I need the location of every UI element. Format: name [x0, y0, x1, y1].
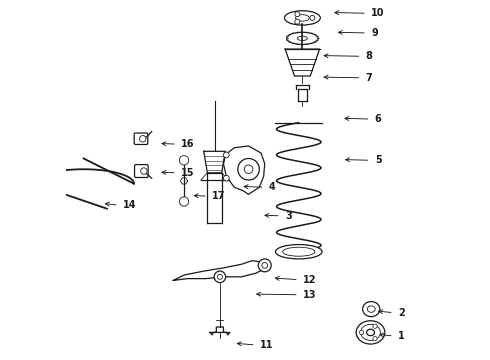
Text: 17: 17: [212, 191, 225, 201]
Text: 3: 3: [285, 211, 292, 221]
Circle shape: [258, 259, 271, 272]
Circle shape: [359, 330, 364, 334]
Ellipse shape: [285, 11, 320, 25]
Ellipse shape: [361, 324, 380, 341]
Circle shape: [218, 274, 222, 279]
Ellipse shape: [287, 32, 318, 44]
Circle shape: [179, 197, 189, 206]
Text: 5: 5: [375, 155, 382, 165]
Circle shape: [214, 271, 225, 283]
Text: 13: 13: [303, 290, 317, 300]
Circle shape: [179, 156, 189, 165]
Text: 8: 8: [366, 51, 373, 61]
Ellipse shape: [368, 306, 375, 312]
Circle shape: [310, 15, 315, 21]
Text: 4: 4: [269, 182, 276, 192]
Circle shape: [373, 324, 377, 328]
Ellipse shape: [363, 302, 380, 317]
Ellipse shape: [275, 244, 322, 259]
Circle shape: [262, 262, 268, 268]
Ellipse shape: [356, 321, 385, 344]
Circle shape: [223, 175, 229, 181]
FancyBboxPatch shape: [134, 133, 148, 144]
Ellipse shape: [295, 15, 309, 21]
Text: 15: 15: [181, 168, 195, 178]
Ellipse shape: [367, 329, 374, 336]
Circle shape: [373, 337, 377, 341]
Circle shape: [238, 158, 259, 180]
Text: 9: 9: [371, 28, 378, 38]
Text: 7: 7: [366, 73, 372, 83]
Circle shape: [295, 12, 300, 17]
Ellipse shape: [283, 247, 315, 256]
Text: 6: 6: [375, 114, 382, 124]
Text: 1: 1: [398, 331, 405, 341]
Circle shape: [141, 168, 147, 174]
Circle shape: [140, 135, 146, 142]
Circle shape: [245, 165, 253, 174]
Text: 2: 2: [398, 308, 405, 318]
Circle shape: [295, 19, 300, 24]
Ellipse shape: [297, 36, 307, 41]
Text: 12: 12: [303, 275, 317, 285]
Text: 14: 14: [123, 200, 137, 210]
Polygon shape: [173, 261, 267, 280]
Text: 16: 16: [181, 139, 195, 149]
Text: 11: 11: [260, 340, 273, 350]
Text: 10: 10: [371, 8, 385, 18]
Circle shape: [223, 152, 229, 158]
FancyBboxPatch shape: [135, 165, 148, 177]
